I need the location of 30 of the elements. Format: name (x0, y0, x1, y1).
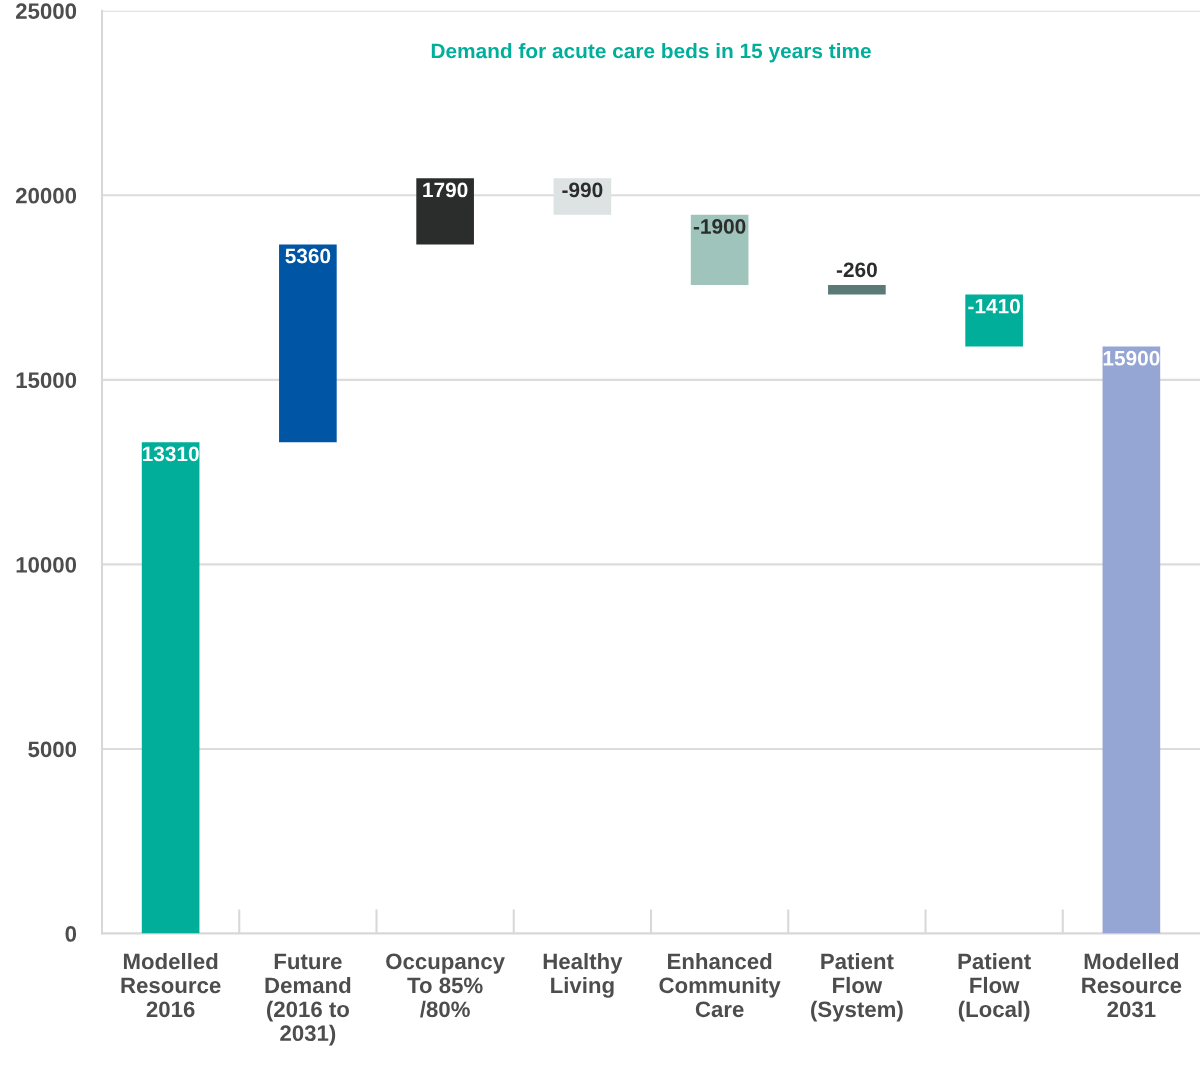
bar (828, 284, 886, 295)
x-tick-label: Future Demand (2016 to 2031) (265, 953, 351, 1046)
data-label: 1790 (423, 182, 468, 198)
y-tick-label: 5000 (28, 741, 77, 758)
bar (416, 178, 474, 245)
bar (279, 244, 337, 443)
bar (141, 442, 200, 934)
data-label: 15900 (1103, 350, 1160, 366)
bar (1102, 346, 1161, 934)
y-tick-label: 25000 (15, 3, 77, 19)
y-tick-label: 10000 (16, 556, 77, 573)
bar (965, 294, 1023, 347)
text: Demand for acute care beds in 15 years time (431, 43, 871, 63)
x-tick-label: Healthy Living (543, 952, 623, 998)
x-tick-label: Patient Flow (Local) (958, 952, 1031, 1022)
x-tick-label: Occupancy To 85% /80% (386, 953, 505, 1018)
data-label: -1410 (968, 298, 1020, 314)
x-tick-label: Patient Flow (System) (811, 952, 903, 1022)
data-label: -260 (836, 262, 877, 278)
y-tick-label: 20000 (15, 187, 77, 204)
data-label: -990 (562, 182, 603, 198)
data-label: 5360 (285, 248, 331, 264)
bar (690, 214, 749, 285)
data-label: -1900 (693, 219, 746, 234)
y-tick-label: 0 (65, 926, 77, 942)
x-tick-label: Modelled Resource 2016 (121, 952, 221, 1018)
data-label: 13310 (142, 446, 199, 462)
x-tick-label: Enhanced Community Care (659, 952, 781, 1018)
y-tick-label: 15000 (16, 372, 77, 389)
x-tick-label: Modelled Resource 2031 (1082, 952, 1182, 1018)
